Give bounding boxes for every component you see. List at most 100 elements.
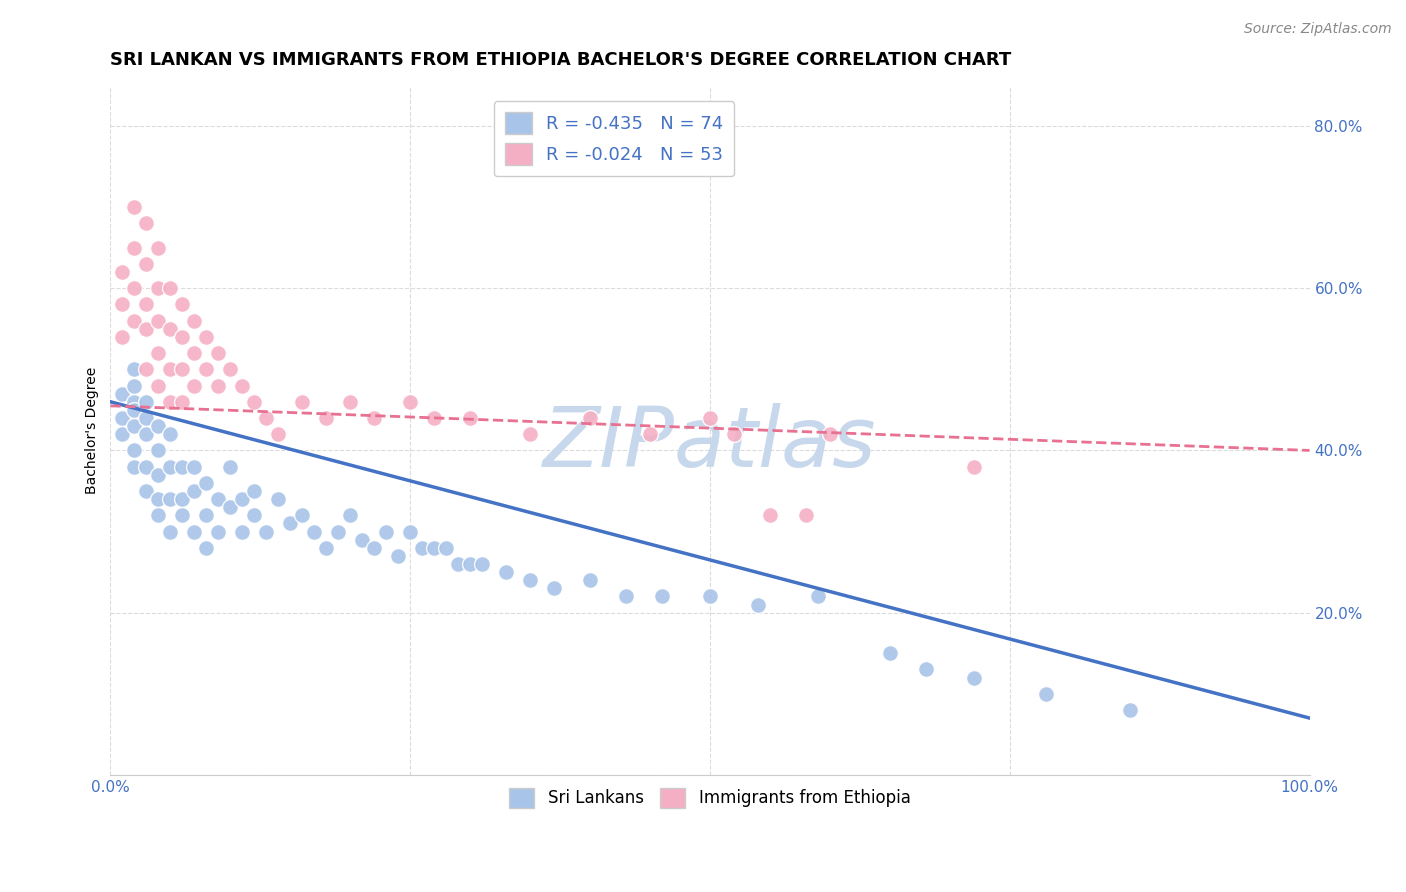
Point (291, 508, 314, 523)
Point (651, 590, 673, 604)
Point (434, 541, 457, 555)
Point (879, 646, 901, 660)
Point (399, 524, 422, 539)
Point (159, 362, 181, 376)
Point (759, 508, 782, 523)
Point (519, 573, 541, 587)
Point (291, 394, 314, 409)
Point (207, 492, 229, 507)
Point (124, 241, 146, 255)
Point (231, 492, 253, 507)
Point (699, 590, 721, 604)
Point (1118, 703, 1140, 717)
Point (579, 573, 602, 587)
Point (183, 459, 205, 474)
Point (183, 346, 205, 360)
Point (254, 411, 277, 425)
Y-axis label: Bachelor's Degree: Bachelor's Degree (86, 367, 100, 494)
Point (519, 427, 541, 442)
Point (183, 483, 205, 498)
Point (148, 492, 170, 507)
Point (207, 378, 229, 392)
Point (387, 549, 409, 563)
Point (159, 524, 181, 539)
Point (159, 459, 181, 474)
Point (243, 508, 266, 523)
Point (699, 411, 721, 425)
Point (172, 508, 194, 523)
Point (135, 216, 157, 230)
Point (135, 297, 157, 311)
Point (148, 378, 170, 392)
Point (124, 459, 146, 474)
Point (124, 443, 146, 458)
Point (111, 386, 134, 401)
Point (304, 524, 326, 539)
Point (172, 297, 194, 311)
Point (135, 483, 157, 498)
Point (159, 492, 181, 507)
Point (124, 281, 146, 295)
Point (243, 394, 266, 409)
Point (458, 557, 481, 571)
Point (172, 362, 194, 376)
Point (219, 362, 242, 376)
Point (135, 394, 157, 409)
Point (219, 500, 242, 515)
Point (195, 475, 218, 490)
Point (148, 443, 170, 458)
Point (818, 427, 841, 442)
Point (159, 281, 181, 295)
Point (172, 330, 194, 344)
Point (267, 492, 290, 507)
Point (183, 524, 205, 539)
Point (124, 200, 146, 214)
Point (914, 662, 936, 676)
Point (124, 362, 146, 376)
Point (1035, 687, 1057, 701)
Point (111, 297, 134, 311)
Point (148, 314, 170, 328)
Point (267, 427, 290, 442)
Point (124, 394, 146, 409)
Point (231, 378, 253, 392)
Point (495, 565, 517, 579)
Point (135, 459, 157, 474)
Point (375, 524, 398, 539)
Point (363, 411, 385, 425)
Point (159, 427, 181, 442)
Point (207, 346, 229, 360)
Point (614, 590, 637, 604)
Point (172, 459, 194, 474)
Legend: Sri Lankans, Immigrants from Ethiopia: Sri Lankans, Immigrants from Ethiopia (503, 781, 917, 814)
Point (111, 411, 134, 425)
Point (148, 467, 170, 482)
Point (195, 330, 218, 344)
Point (963, 459, 986, 474)
Text: SRI LANKAN VS IMMIGRANTS FROM ETHIOPIA BACHELOR'S DEGREE CORRELATION CHART: SRI LANKAN VS IMMIGRANTS FROM ETHIOPIA B… (111, 51, 1012, 69)
Point (195, 541, 218, 555)
Text: ZIPatlas: ZIPatlas (543, 403, 877, 484)
Point (172, 492, 194, 507)
Point (352, 533, 374, 547)
Point (747, 598, 769, 612)
Point (363, 541, 385, 555)
Point (183, 314, 205, 328)
Point (411, 541, 433, 555)
Point (243, 483, 266, 498)
Point (135, 257, 157, 271)
Point (219, 459, 242, 474)
Point (579, 411, 602, 425)
Point (159, 322, 181, 336)
Point (339, 394, 361, 409)
Point (148, 241, 170, 255)
Point (447, 557, 470, 571)
Point (638, 427, 661, 442)
Point (723, 427, 745, 442)
Point (207, 524, 229, 539)
Point (963, 671, 986, 685)
Point (195, 508, 218, 523)
Point (328, 524, 350, 539)
Point (135, 362, 157, 376)
Point (254, 524, 277, 539)
